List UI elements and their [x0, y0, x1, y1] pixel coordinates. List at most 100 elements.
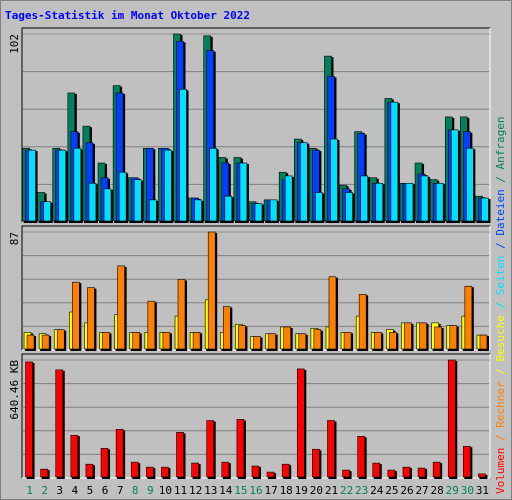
legend-separator: / — [494, 169, 507, 189]
bar — [447, 359, 456, 478]
bar — [328, 276, 337, 350]
x-tick-label: 20 — [310, 484, 323, 497]
bar — [284, 175, 293, 222]
bar — [296, 368, 305, 478]
bar — [28, 149, 36, 222]
bar — [375, 182, 384, 222]
bar — [373, 332, 382, 350]
x-tick-label: 25 — [385, 484, 398, 497]
bar — [254, 203, 263, 222]
bar — [43, 201, 51, 222]
bar — [41, 334, 50, 350]
bar — [117, 265, 125, 350]
bar — [70, 434, 79, 478]
bar — [194, 199, 202, 222]
bar — [345, 192, 353, 222]
y-tick-label: 102 — [8, 34, 21, 54]
bar — [192, 332, 201, 350]
bar — [330, 138, 338, 222]
bar — [420, 175, 429, 222]
bar — [435, 182, 444, 222]
x-tick-label: 11 — [174, 484, 187, 497]
bar — [103, 188, 112, 222]
x-tick-label: 22 — [340, 484, 353, 497]
bar — [357, 436, 365, 478]
x-tick-label: 16 — [249, 484, 262, 497]
bar — [177, 279, 186, 350]
x-tick-label: 7 — [117, 484, 124, 497]
legend-separator: / — [494, 295, 507, 315]
y-tick-label: 87 — [8, 232, 21, 245]
bar — [72, 281, 80, 350]
bar — [191, 462, 199, 478]
bar — [481, 197, 489, 222]
bar — [176, 432, 184, 478]
bar — [299, 142, 308, 222]
bar — [221, 461, 230, 478]
x-tick-label: 18 — [280, 484, 293, 497]
bar — [343, 332, 352, 350]
bar — [147, 300, 156, 350]
bar — [251, 465, 260, 478]
bar — [85, 463, 94, 478]
legend-entry: Besuche — [494, 315, 507, 361]
legend-entry: Volumen — [494, 448, 507, 494]
x-tick-label: 14 — [219, 484, 233, 497]
bar — [26, 334, 35, 350]
bar — [162, 332, 171, 350]
bar — [387, 469, 396, 478]
bar — [179, 88, 187, 222]
bar — [102, 332, 110, 350]
bar — [223, 306, 231, 350]
bar — [419, 322, 427, 350]
plot-area — [21, 353, 491, 479]
x-tick-label: 24 — [370, 484, 384, 497]
bar — [146, 466, 154, 478]
bar — [115, 429, 124, 478]
bar — [266, 471, 275, 478]
bar — [466, 147, 474, 222]
bar — [236, 419, 245, 478]
bar — [269, 199, 278, 222]
bar — [130, 461, 139, 478]
bar — [161, 466, 169, 478]
bar — [56, 329, 65, 350]
x-tick-label: 8 — [132, 484, 139, 497]
bar — [298, 333, 307, 350]
x-tick-label: 31 — [476, 484, 489, 497]
x-tick-label: 13 — [204, 484, 217, 497]
legend-separator: / — [494, 428, 507, 448]
bar — [164, 149, 172, 222]
bar — [417, 467, 426, 478]
bar — [327, 420, 335, 478]
bar — [239, 162, 248, 222]
bar — [312, 448, 320, 478]
bar — [463, 446, 471, 478]
bar — [372, 462, 381, 478]
bar — [207, 231, 216, 350]
bar — [88, 182, 97, 222]
x-tick-label: 19 — [295, 484, 308, 497]
bar — [58, 149, 67, 222]
bar — [253, 336, 261, 350]
y-tick-label: 640.46 KB — [8, 360, 21, 420]
bar — [405, 182, 414, 222]
bar — [238, 325, 246, 350]
bar — [360, 175, 368, 222]
bar — [434, 326, 442, 350]
legend-separator: / — [494, 236, 507, 256]
bar — [281, 463, 290, 478]
bar — [133, 179, 142, 222]
bar — [118, 171, 127, 222]
bar — [404, 322, 412, 350]
bar — [40, 468, 48, 478]
bar — [149, 199, 157, 222]
x-tick-label: 17 — [264, 484, 277, 497]
x-tick-label: 28 — [431, 484, 444, 497]
x-tick-label: 3 — [56, 484, 63, 497]
x-tick-label: 27 — [415, 484, 428, 497]
x-tick-label: 5 — [87, 484, 94, 497]
x-tick-label: 29 — [446, 484, 459, 497]
bar — [268, 333, 276, 350]
